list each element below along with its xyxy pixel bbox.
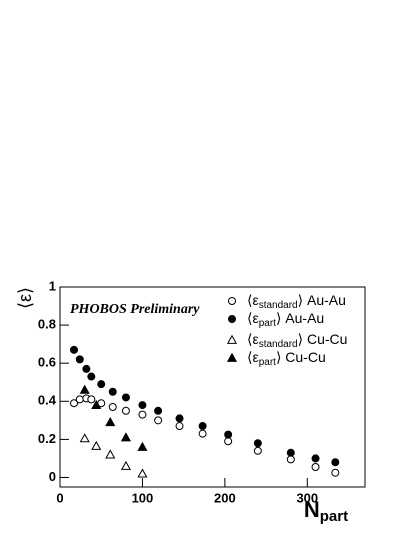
marker bbox=[91, 440, 102, 450]
legend-marker bbox=[228, 315, 236, 323]
plot-frame bbox=[59, 286, 366, 488]
marker bbox=[105, 449, 116, 459]
y-tick-label: 0.4 bbox=[38, 393, 57, 408]
marker bbox=[198, 429, 207, 438]
x-tick-label: 200 bbox=[214, 490, 236, 505]
marker bbox=[75, 355, 84, 364]
marker bbox=[97, 380, 106, 389]
marker bbox=[87, 395, 96, 404]
y-tick-label: 0.8 bbox=[38, 317, 56, 332]
marker bbox=[79, 433, 90, 443]
marker bbox=[253, 446, 262, 455]
marker bbox=[175, 422, 184, 431]
marker bbox=[137, 441, 148, 451]
marker bbox=[137, 468, 148, 478]
y-tick-label: 1 bbox=[49, 278, 56, 293]
marker bbox=[120, 432, 131, 442]
y-tick-label: 0.2 bbox=[38, 431, 56, 446]
marker bbox=[87, 372, 96, 381]
marker bbox=[331, 468, 340, 477]
marker bbox=[121, 406, 130, 415]
marker bbox=[154, 416, 163, 425]
y-tick-label: 0.6 bbox=[38, 355, 56, 370]
marker bbox=[224, 437, 233, 446]
marker bbox=[331, 458, 340, 467]
marker bbox=[138, 410, 147, 419]
marker bbox=[311, 454, 320, 463]
legend-marker bbox=[226, 352, 238, 362]
legend-label: ⟨εpart⟩ Au-Au bbox=[247, 310, 324, 329]
marker bbox=[79, 384, 90, 394]
legend-marker bbox=[226, 334, 238, 344]
marker bbox=[108, 387, 117, 396]
y-tick-label: 0 bbox=[49, 469, 56, 484]
marker bbox=[70, 345, 79, 354]
marker bbox=[138, 401, 147, 410]
marker bbox=[253, 439, 262, 448]
legend-marker bbox=[228, 297, 236, 305]
legend-label: ⟨εstandard⟩ Au-Au bbox=[247, 292, 346, 311]
x-axis-label: Npart bbox=[304, 497, 348, 525]
x-tick-label: 300 bbox=[296, 490, 318, 505]
marker bbox=[70, 399, 79, 408]
marker bbox=[154, 406, 163, 415]
marker bbox=[75, 395, 84, 404]
marker bbox=[91, 399, 102, 409]
x-tick-label: 0 bbox=[56, 490, 63, 505]
marker bbox=[286, 448, 295, 457]
marker bbox=[121, 393, 130, 402]
marker bbox=[120, 460, 131, 470]
marker bbox=[105, 417, 116, 427]
marker bbox=[286, 455, 295, 464]
marker bbox=[82, 364, 91, 373]
annotation: PHOBOS Preliminary bbox=[70, 302, 200, 317]
x-tick-label: 100 bbox=[132, 490, 154, 505]
legend-label: ⟨εstandard⟩ Cu-Cu bbox=[247, 331, 347, 350]
marker bbox=[311, 463, 320, 471]
legend-label: ⟨εpart⟩ Cu-Cu bbox=[247, 349, 326, 368]
marker bbox=[175, 414, 184, 423]
y-axis-label: ⟨ε⟩ bbox=[15, 287, 35, 309]
marker bbox=[108, 403, 117, 411]
marker bbox=[224, 430, 233, 439]
marker bbox=[198, 422, 207, 431]
